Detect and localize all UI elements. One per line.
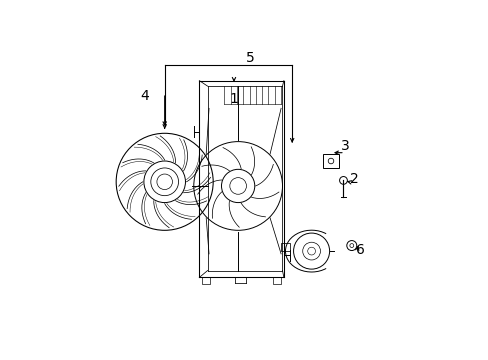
Bar <box>281 243 289 251</box>
Text: 2: 2 <box>349 172 358 186</box>
Text: 4: 4 <box>140 89 149 103</box>
Bar <box>272 278 281 284</box>
Bar <box>201 278 209 284</box>
Text: 6: 6 <box>355 243 365 257</box>
Text: 1: 1 <box>229 92 238 105</box>
Text: 5: 5 <box>246 51 254 66</box>
Bar <box>323 154 338 168</box>
Text: 3: 3 <box>340 139 348 153</box>
